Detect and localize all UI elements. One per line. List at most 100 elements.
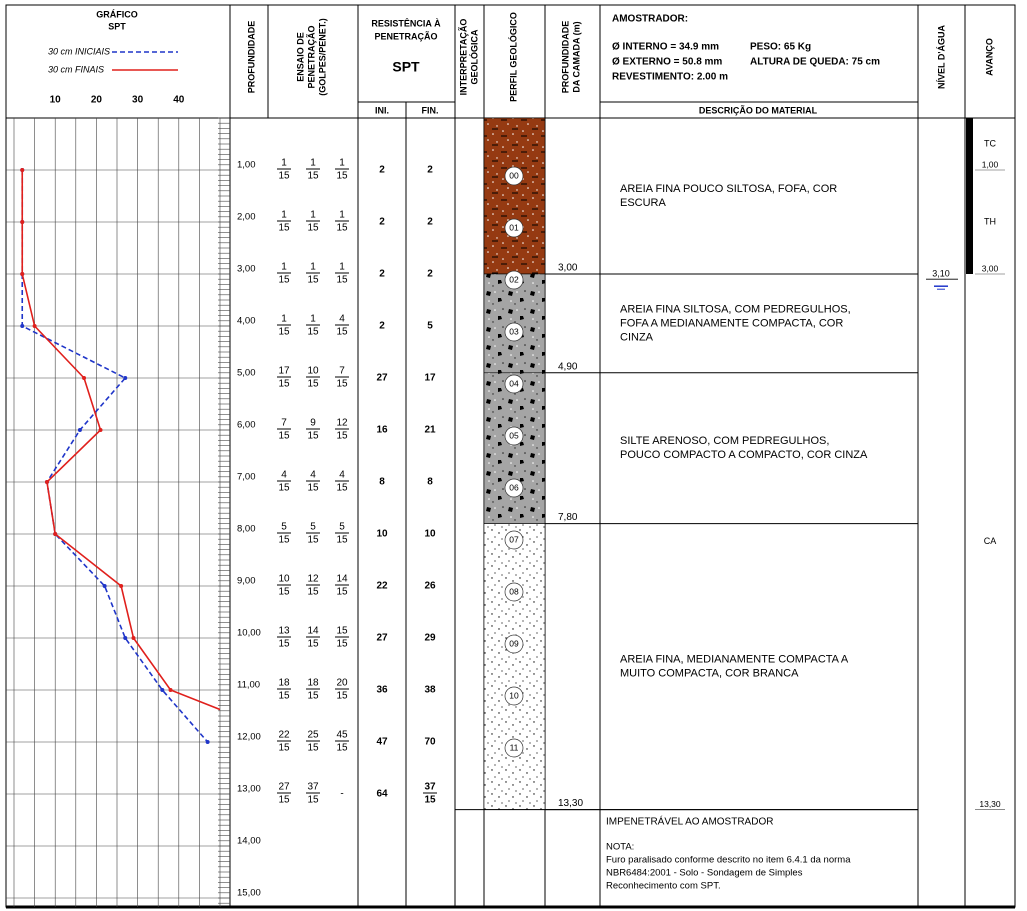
numerator: 25 — [307, 730, 319, 741]
spt-point — [20, 220, 25, 224]
depth-header: PROFUNDIDADE — [246, 21, 256, 94]
advance-bar — [966, 118, 973, 170]
numerator: 9 — [310, 418, 316, 429]
layer-description: FOFA A MEDIANAMENTE COMPACTA, COR — [620, 317, 843, 329]
denominator: 15 — [336, 691, 348, 702]
depth-label: 4,00 — [237, 316, 256, 327]
numerator: 5 — [310, 522, 316, 533]
denominator: 15 — [278, 171, 290, 182]
value: 2 — [427, 165, 433, 176]
numerator: 14 — [307, 626, 319, 637]
depth-label: 6,00 — [237, 420, 256, 431]
numerator: 27 — [278, 782, 290, 793]
spt-point — [20, 168, 25, 172]
numerator: 37 — [424, 782, 436, 793]
sample-label: 09 — [509, 638, 519, 648]
denominator: 15 — [307, 795, 319, 806]
sample-circle — [504, 634, 524, 654]
sample-label: 03 — [509, 326, 519, 336]
note-title: NOTA: — [606, 842, 634, 853]
x-tick-label: 40 — [173, 95, 185, 106]
depth-label: 10,00 — [237, 628, 261, 639]
numerator: 18 — [278, 678, 290, 689]
depth-label: 7,00 — [237, 472, 256, 483]
numerator: 1 — [281, 314, 287, 325]
advance-bottom: 3,00 — [982, 263, 999, 273]
sample-label: 02 — [509, 274, 519, 284]
denominator: 15 — [278, 691, 290, 702]
value: 64 — [376, 789, 388, 800]
sample-circle — [504, 322, 524, 342]
sample-label: 05 — [509, 430, 519, 440]
denominator: 15 — [278, 587, 290, 598]
layer-bottom: 13,30 — [558, 798, 583, 809]
denominator: 15 — [307, 587, 319, 598]
value: 5 — [427, 321, 433, 332]
sample-circle — [504, 426, 524, 446]
spt-point — [168, 688, 173, 692]
sample-label: 06 — [509, 482, 519, 492]
depth-label: 13,00 — [237, 784, 261, 795]
denominator: 15 — [307, 483, 319, 494]
value: 17 — [424, 373, 436, 384]
depth-label: 1,00 — [237, 160, 256, 171]
x-tick-label: 20 — [91, 95, 103, 106]
value: 2 — [427, 269, 433, 280]
x-tick-label: 30 — [132, 95, 144, 106]
denominator: 15 — [278, 431, 290, 442]
sample-circle — [504, 270, 524, 290]
denominator: 15 — [307, 743, 319, 754]
numerator: 1 — [310, 262, 316, 273]
denominator: 15 — [336, 743, 348, 754]
advance-bottom: 1,00 — [982, 159, 999, 169]
legend-label: 30 cm FINAIS — [48, 64, 104, 74]
end-title: IMPENETRÁVEL AO AMOSTRADOR — [606, 815, 773, 828]
value: 26 — [424, 581, 436, 592]
denominator: 15 — [336, 639, 348, 650]
denominator: 15 — [278, 223, 290, 234]
denominator: 15 — [278, 483, 290, 494]
denominator: 15 — [307, 171, 319, 182]
profile-layer — [483, 372, 546, 524]
sampler-spec: Ø EXTERNO = 50.8 mm — [612, 57, 722, 68]
denominator: 15 — [307, 535, 319, 546]
denominator: 15 — [336, 171, 348, 182]
advance-header: AVANÇO — [984, 38, 994, 76]
spt-point — [98, 428, 103, 432]
value: 47 — [376, 737, 388, 748]
denominator: 15 — [307, 691, 319, 702]
denominator: 15 — [336, 223, 348, 234]
value: 2 — [427, 217, 433, 228]
interpretation-header: GEOLÓGICA — [468, 29, 479, 85]
value: 16 — [376, 425, 388, 436]
layer-description: SILTE ARENOSO, COM PEDREGULHOS, — [620, 435, 829, 447]
numerator: 7 — [339, 366, 345, 377]
note-line: Furo paralisado conforme descrito no ite… — [606, 855, 851, 866]
denominator: 15 — [307, 379, 319, 390]
layer-bottom: 3,00 — [558, 263, 578, 274]
legend-label: 30 cm INICIAIS — [48, 46, 110, 56]
depth-label: 5,00 — [237, 368, 256, 379]
interpretation-header: INTERPRETAÇÃO — [458, 19, 468, 96]
value: 27 — [376, 373, 388, 384]
value: 27 — [376, 633, 388, 644]
advance-bar — [966, 170, 973, 274]
layer-description: CINZA — [620, 331, 654, 343]
numerator: 5 — [281, 522, 287, 533]
profile-layer — [483, 523, 546, 810]
numerator: 13 — [278, 626, 290, 637]
layer-depth-header: PROFUNDIDADE — [560, 21, 570, 94]
value: 2 — [379, 269, 385, 280]
value: 21 — [424, 425, 436, 436]
numerator: 12 — [336, 418, 348, 429]
ini-header: INI. — [375, 105, 389, 115]
graph-title: SPT — [108, 21, 126, 31]
resistance-header: PENETRAÇÃO — [374, 31, 437, 41]
denominator: 15 — [278, 379, 290, 390]
value: 8 — [379, 477, 385, 488]
numerator: 1 — [281, 262, 287, 273]
depth-label: 8,00 — [237, 524, 256, 535]
denominator: 15 — [307, 275, 319, 286]
spt-point — [20, 272, 25, 276]
